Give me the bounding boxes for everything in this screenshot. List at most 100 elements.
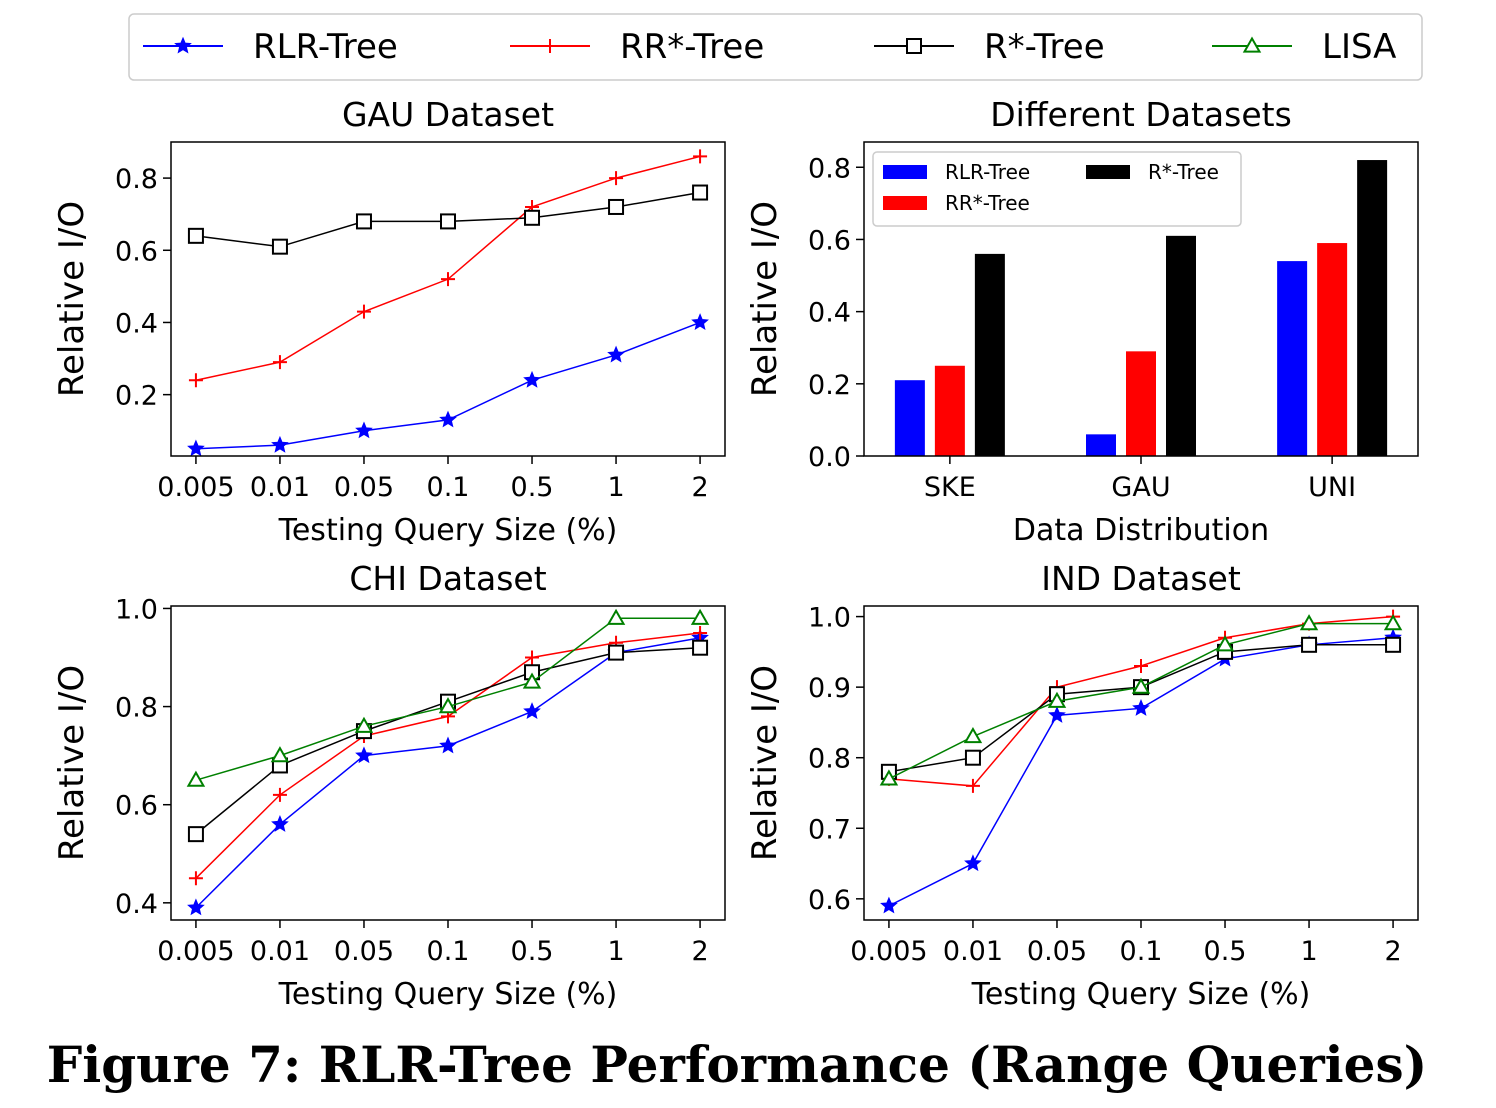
x-tick-label: 0.05 — [1027, 936, 1087, 967]
data-point-lisa — [606, 608, 626, 625]
data-point-rlr-tree — [187, 898, 205, 916]
data-point-rr-tree — [441, 272, 455, 287]
bar-rr-tree — [1126, 351, 1156, 456]
data-point-r-tree — [608, 198, 625, 215]
legend-label-rlr-tree: RLR-Tree — [253, 27, 398, 67]
data-point-r-tree — [187, 826, 204, 843]
data-point-rlr-tree — [439, 736, 457, 754]
x-tick-label: 0.005 — [157, 936, 234, 967]
x-tick-label: 0.5 — [511, 472, 554, 503]
data-point-r-tree — [271, 238, 288, 255]
bar-rlr-tree — [1277, 261, 1308, 456]
series-rlr-tree — [894, 261, 1308, 456]
data-point-rlr-tree — [1048, 706, 1066, 723]
series-rr-tree — [188, 149, 708, 388]
chart-legend-swatch-rlr-tree — [883, 165, 927, 179]
data-point-lisa — [1383, 614, 1403, 631]
x-tick-label: 0.01 — [943, 936, 1003, 967]
y-axis-label: Relative I/O — [52, 665, 92, 861]
legend-label-rr-tree: RR*-Tree — [620, 27, 764, 67]
x-tick-label: 0.05 — [334, 472, 394, 503]
bar-r-tree — [974, 253, 1005, 456]
data-point-rlr-tree — [691, 313, 709, 330]
y-tick-label: 0.2 — [115, 381, 158, 412]
data-point-lisa — [186, 770, 206, 787]
series-line-rlr-tree — [195, 321, 701, 450]
y-tick-label: 0.4 — [115, 308, 158, 339]
y-tick-label: 0.9 — [808, 673, 851, 704]
legend-marker-rlr-tree — [174, 36, 192, 54]
bar-r-tree — [1357, 160, 1388, 457]
data-point-r-tree — [1385, 636, 1402, 653]
data-point-rlr-tree — [523, 702, 541, 720]
series-rlr-tree — [187, 628, 709, 916]
x-axis-label: Testing Query Size (%) — [971, 977, 1311, 1012]
series-r-tree — [187, 184, 709, 255]
y-tick-label: 0.8 — [115, 693, 158, 724]
legend-marker-rr-tree — [543, 39, 557, 53]
legend-marker-lisa — [1242, 36, 1262, 53]
data-point-lisa — [270, 746, 290, 763]
x-tick-label: 1 — [1300, 936, 1317, 967]
y-axis-label: Relative I/O — [745, 201, 785, 397]
y-tick-label: 1.0 — [808, 603, 851, 634]
x-tick-label: 1 — [607, 472, 624, 503]
chart-legend: RLR-Tree RR*-Tree R*-Tree — [872, 151, 1242, 227]
chart-legend-label-rlr-tree: RLR-Tree — [945, 160, 1030, 184]
plot-frame — [170, 141, 726, 457]
data-point-rr-tree — [525, 650, 540, 665]
data-point-r-tree — [692, 639, 709, 656]
data-point-rlr-tree — [523, 370, 541, 388]
chart-title: GAU Dataset — [342, 95, 554, 134]
x-tick-label: 0.1 — [427, 936, 470, 967]
data-point-lisa — [963, 727, 983, 744]
data-point-lisa — [354, 716, 374, 733]
bar-rlr-tree — [894, 380, 925, 456]
x-tick-label: 0.005 — [157, 472, 234, 503]
data-point-r-tree — [692, 184, 709, 201]
bar-rr-tree — [934, 365, 965, 456]
figure-legend-frame — [128, 13, 1423, 81]
data-point-r-tree — [355, 213, 372, 230]
x-tick-label: GAU — [1111, 472, 1170, 503]
x-tick-label: 0.01 — [250, 936, 310, 967]
data-point-rr-tree — [272, 355, 287, 370]
legend-label-r-tree: R*-Tree — [984, 27, 1105, 67]
data-point-r-tree — [1301, 636, 1318, 653]
x-tick-label: 0.5 — [511, 936, 554, 967]
y-tick-label: 1.0 — [115, 594, 158, 625]
chart-legend-label-rr-tree: RR*-Tree — [945, 191, 1030, 215]
y-tick-label: 0.0 — [808, 442, 851, 473]
x-tick-label: 0.1 — [1120, 936, 1163, 967]
figure-legend: RLR-Tree RR*-Tree R*-Tree LISA — [128, 13, 1423, 81]
series-rr-tree — [934, 243, 1348, 456]
plot-frame — [863, 605, 1419, 921]
y-axis-label: Relative I/O — [52, 201, 92, 397]
chart-legend-swatch-rr-tree — [883, 196, 927, 210]
y-tick-label: 0.6 — [115, 791, 158, 822]
plot-frame — [863, 141, 1419, 457]
data-point-rlr-tree — [964, 854, 982, 872]
data-point-rlr-tree — [880, 896, 898, 914]
x-tick-label: 0.5 — [1204, 936, 1247, 967]
data-point-rr-tree — [356, 304, 371, 319]
x-axis-label: Testing Query Size (%) — [278, 513, 618, 548]
data-point-lisa — [438, 697, 458, 714]
x-tick-label: 2 — [1384, 936, 1401, 967]
series-lisa — [879, 614, 1403, 786]
y-tick-label: 0.6 — [808, 225, 851, 256]
data-point-lisa — [1131, 677, 1151, 694]
data-point-rlr-tree — [439, 410, 457, 428]
chart-gau-dataset: GAU Dataset 0.2 0.4 0.6 0.8 0.005 0.01 0.05 0.1 0… — [52, 95, 726, 548]
bar-r-tree — [1166, 235, 1196, 456]
data-point-rr-tree — [965, 778, 980, 793]
data-point-rlr-tree — [187, 439, 205, 457]
plot-frame — [170, 605, 726, 921]
data-point-rr-tree — [188, 373, 203, 388]
data-point-r-tree — [608, 644, 625, 661]
data-point-r-tree — [524, 209, 541, 226]
chart-title: IND Dataset — [1041, 559, 1241, 598]
y-tick-label: 0.4 — [808, 298, 851, 329]
data-point-lisa — [1047, 691, 1067, 708]
